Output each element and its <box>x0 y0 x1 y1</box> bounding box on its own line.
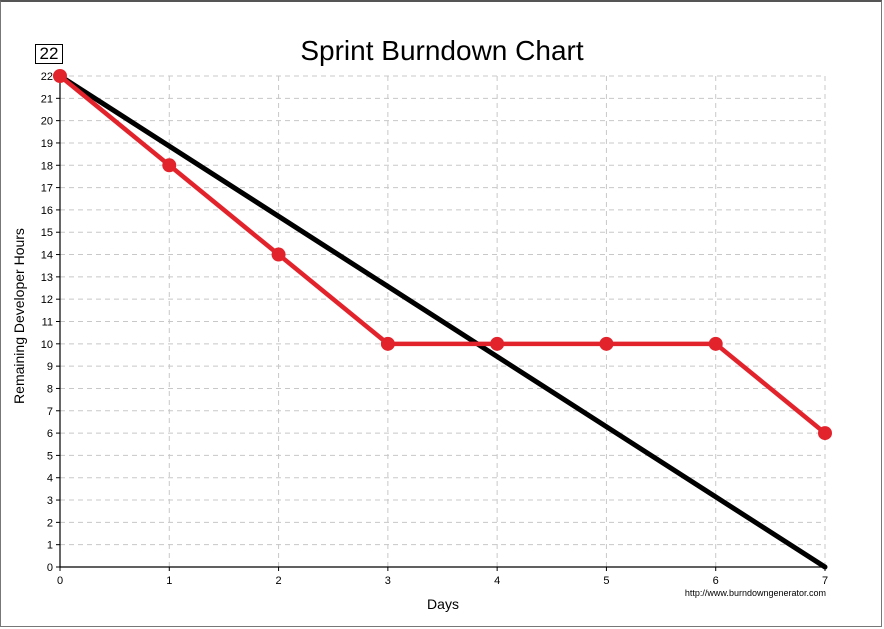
x-tick-label: 2 <box>276 575 282 587</box>
watermark-link[interactable]: http://www.burndowngenerator.com <box>684 588 826 598</box>
y-tick-label: 10 <box>41 339 53 351</box>
y-tick-label: 12 <box>41 294 53 306</box>
actual-point <box>271 247 286 262</box>
y-tick-label: 3 <box>47 495 53 507</box>
y-tick-label: 8 <box>47 383 53 395</box>
x-axis-label: Days <box>427 596 459 612</box>
y-tick-label: 13 <box>41 272 53 284</box>
x-tick-label: 7 <box>822 575 828 587</box>
x-tick-label: 3 <box>385 575 391 587</box>
y-tick-label: 15 <box>41 227 53 239</box>
y-tick-label: 17 <box>41 183 53 195</box>
axes <box>56 75 826 571</box>
y-tick-label: 14 <box>41 250 53 262</box>
y-tick-label: 19 <box>41 138 53 150</box>
y-tick-label: 4 <box>47 473 53 485</box>
y-tick-label: 16 <box>41 205 53 217</box>
y-tick-label: 6 <box>47 428 53 440</box>
y-tick-label: 11 <box>42 317 53 329</box>
x-tick-label: 5 <box>603 575 609 587</box>
chart-title: Sprint Burndown Chart <box>300 35 584 66</box>
y-tick-label: 2 <box>47 517 53 529</box>
y-tick-label: 20 <box>41 116 53 128</box>
total-hours-badge: 22 <box>35 44 63 64</box>
x-tick-label: 0 <box>57 575 63 587</box>
y-tick-label: 18 <box>41 160 53 172</box>
y-tick-label: 1 <box>47 540 53 552</box>
x-tick-label: 6 <box>713 575 719 587</box>
y-tick-label: 9 <box>47 361 53 373</box>
x-tick-label: 1 <box>166 575 172 587</box>
y-tick-label: 21 <box>41 93 53 105</box>
actual-point <box>599 336 614 351</box>
y-tick-label: 22 <box>41 71 53 83</box>
actual-point <box>162 158 177 173</box>
actual-point <box>708 336 723 351</box>
actual-point <box>53 69 67 83</box>
y-tick-label: 5 <box>47 450 53 462</box>
actual-point <box>818 426 832 441</box>
y-tick-label: 0 <box>47 562 53 574</box>
actual-point <box>490 336 505 351</box>
y-axis-label: Remaining Developer Hours <box>11 228 27 404</box>
actual-point <box>380 336 395 351</box>
x-tick-label: 4 <box>494 575 500 587</box>
ideal-line <box>57 73 828 570</box>
y-tick-label: 7 <box>47 406 53 418</box>
series <box>53 69 832 570</box>
actual-line <box>57 73 828 436</box>
